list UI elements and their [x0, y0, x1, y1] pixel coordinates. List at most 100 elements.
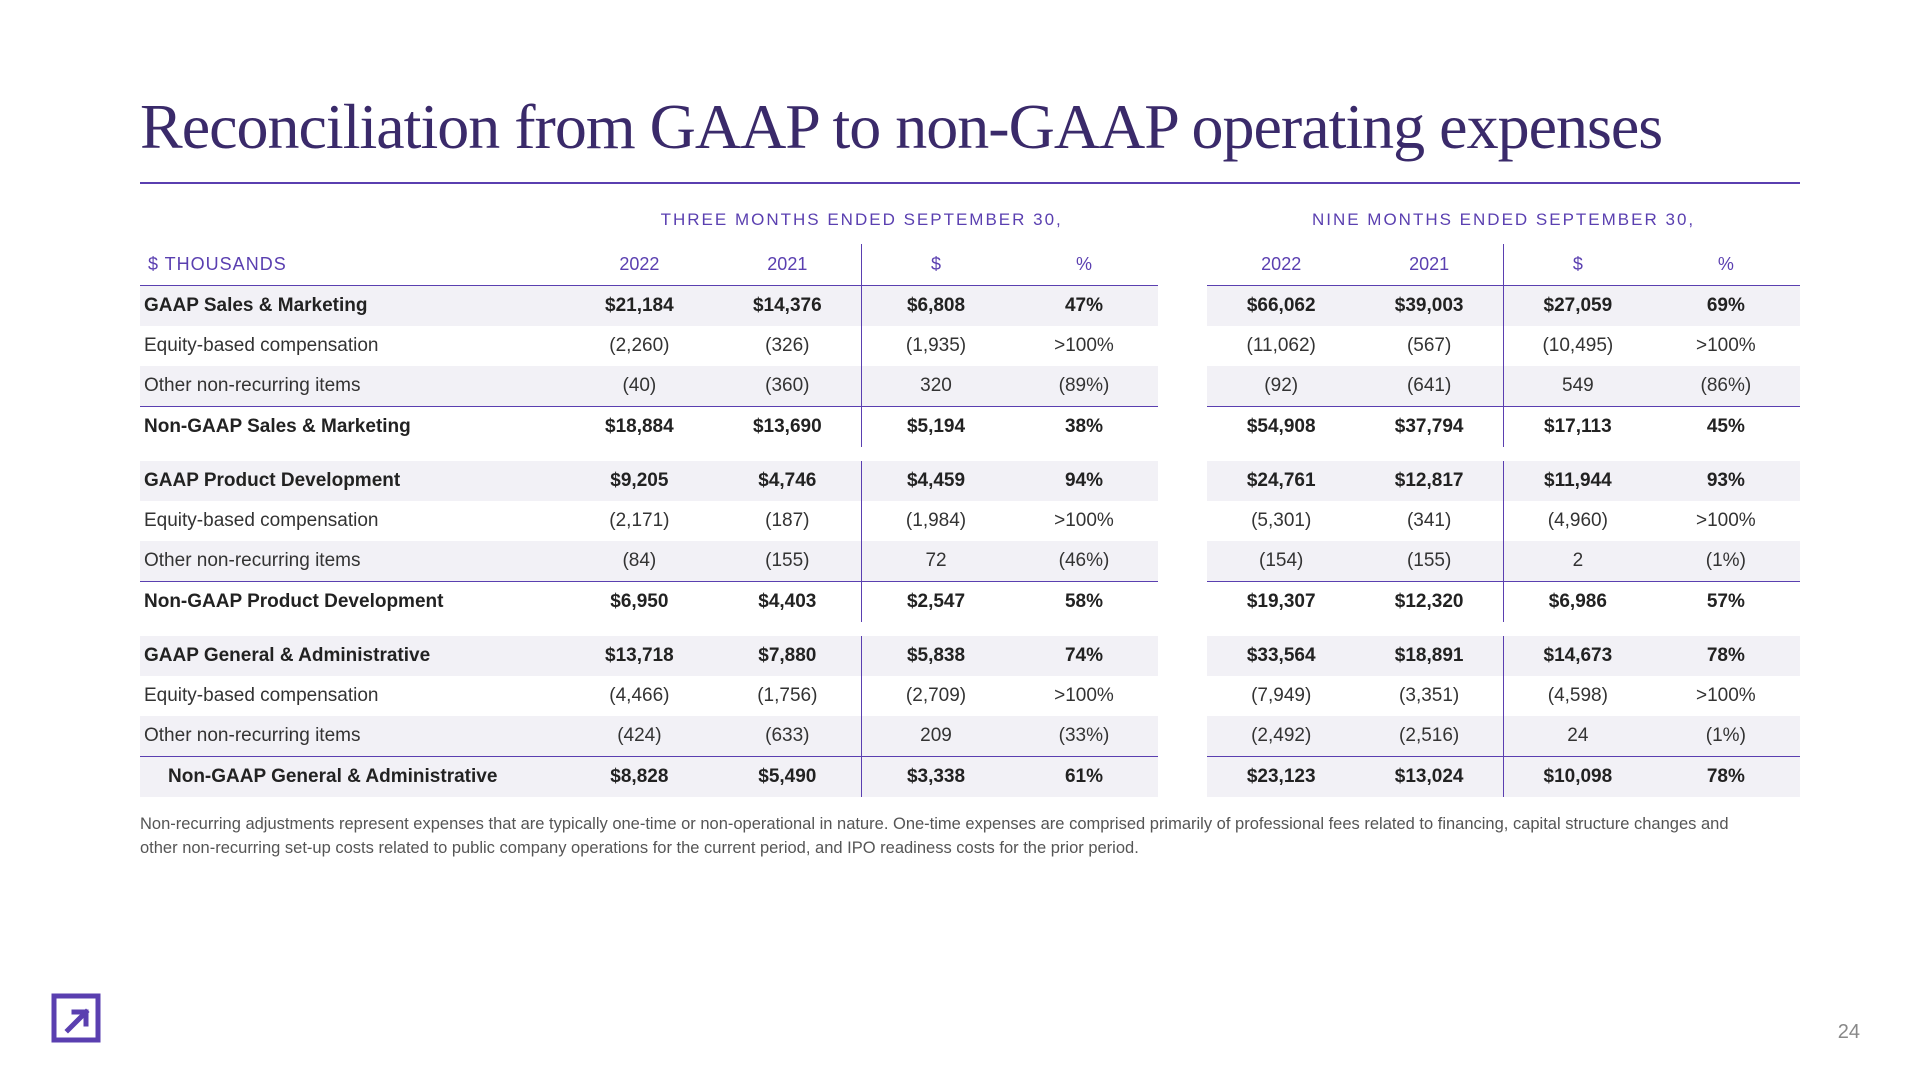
company-logo-icon	[48, 990, 104, 1046]
cell-n-2022: (2,492)	[1207, 716, 1355, 757]
cell-n-2022: (154)	[1207, 541, 1355, 582]
table-row: Non-GAAP Product Development$6,950$4,403…	[140, 582, 1800, 623]
table-row: Non-GAAP Sales & Marketing$18,884$13,690…	[140, 407, 1800, 448]
cell-n-delta: $14,673	[1504, 636, 1652, 676]
cell-t-delta: 320	[862, 366, 1010, 407]
cell-t-2022: (84)	[565, 541, 713, 582]
gap-cell	[1158, 582, 1207, 623]
cell-n-2021: (567)	[1355, 326, 1503, 366]
row-label: Equity-based compensation	[140, 326, 565, 366]
gap-cell	[1158, 501, 1207, 541]
page-number: 24	[1838, 1021, 1860, 1044]
cell-t-delta: $5,194	[862, 407, 1010, 448]
table-row: Equity-based compensation(4,466)(1,756)(…	[140, 676, 1800, 716]
cell-n-delta: $6,986	[1504, 582, 1652, 623]
table-row: Other non-recurring items(84)(155)72(46%…	[140, 541, 1800, 582]
gap-cell	[1158, 461, 1207, 501]
cell-n-2022: (11,062)	[1207, 326, 1355, 366]
cell-n-2021: $13,024	[1355, 757, 1503, 798]
cell-t-2021: $4,746	[713, 461, 861, 501]
cell-t-2022: $18,884	[565, 407, 713, 448]
cell-t-pct: 61%	[1010, 757, 1158, 798]
row-label: Non-GAAP General & Administrative	[140, 757, 565, 798]
col-t-2022: 2022	[565, 244, 713, 286]
cell-n-delta: 2	[1504, 541, 1652, 582]
cell-t-pct: (33%)	[1010, 716, 1158, 757]
col-n-2022: 2022	[1207, 244, 1355, 286]
gap-cell	[1158, 326, 1207, 366]
col-t-2021: 2021	[713, 244, 861, 286]
cell-t-delta: (1,935)	[862, 326, 1010, 366]
cell-t-2022: (2,171)	[565, 501, 713, 541]
cell-n-delta: (4,960)	[1504, 501, 1652, 541]
cell-n-2022: $19,307	[1207, 582, 1355, 623]
cell-t-pct: 94%	[1010, 461, 1158, 501]
cell-n-2021: $12,320	[1355, 582, 1503, 623]
col-t-pct: %	[1010, 244, 1158, 286]
cell-n-2021: $39,003	[1355, 286, 1503, 327]
cell-t-delta: (1,984)	[862, 501, 1010, 541]
cell-n-delta: 549	[1504, 366, 1652, 407]
cell-t-2021: $7,880	[713, 636, 861, 676]
cell-t-delta: $4,459	[862, 461, 1010, 501]
cell-n-2021: $37,794	[1355, 407, 1503, 448]
cell-n-pct: (1%)	[1652, 541, 1800, 582]
table-row: GAAP Sales & Marketing$21,184$14,376$6,8…	[140, 286, 1800, 327]
cell-n-delta: (10,495)	[1504, 326, 1652, 366]
row-label: Equity-based compensation	[140, 501, 565, 541]
cell-t-2022: $21,184	[565, 286, 713, 327]
gap-cell	[1158, 286, 1207, 327]
cell-t-pct: >100%	[1010, 501, 1158, 541]
cell-n-delta: 24	[1504, 716, 1652, 757]
row-label: Non-GAAP Product Development	[140, 582, 565, 623]
cell-t-delta: (2,709)	[862, 676, 1010, 716]
cell-n-delta: $17,113	[1504, 407, 1652, 448]
cell-n-pct: 57%	[1652, 582, 1800, 623]
table-row: Other non-recurring items(40)(360)320(89…	[140, 366, 1800, 407]
gap-cell	[1158, 757, 1207, 798]
cell-n-delta: $10,098	[1504, 757, 1652, 798]
cell-t-delta: $3,338	[862, 757, 1010, 798]
cell-n-pct: 45%	[1652, 407, 1800, 448]
row-label: Other non-recurring items	[140, 541, 565, 582]
footnote: Non-recurring adjustments represent expe…	[140, 813, 1800, 861]
cell-t-2021: (360)	[713, 366, 861, 407]
gap-cell	[1158, 716, 1207, 757]
cell-t-2022: (4,466)	[565, 676, 713, 716]
cell-t-delta: 72	[862, 541, 1010, 582]
cell-t-delta: $5,838	[862, 636, 1010, 676]
table-row: Equity-based compensation(2,171)(187)(1,…	[140, 501, 1800, 541]
cell-t-pct: >100%	[1010, 676, 1158, 716]
cell-t-2021: $13,690	[713, 407, 861, 448]
cell-t-2022: $9,205	[565, 461, 713, 501]
cell-t-2021: $4,403	[713, 582, 861, 623]
cell-t-delta: $6,808	[862, 286, 1010, 327]
gap-cell	[1158, 636, 1207, 676]
cell-t-pct: 47%	[1010, 286, 1158, 327]
row-label: GAAP Product Development	[140, 461, 565, 501]
cell-n-2021: (2,516)	[1355, 716, 1503, 757]
col-n-pct: %	[1652, 244, 1800, 286]
cell-t-2021: (1,756)	[713, 676, 861, 716]
cell-t-pct: (89%)	[1010, 366, 1158, 407]
cell-t-2021: (633)	[713, 716, 861, 757]
cell-n-delta: $27,059	[1504, 286, 1652, 327]
cell-t-pct: 74%	[1010, 636, 1158, 676]
spacer-row	[140, 622, 1800, 636]
cell-t-2022: (40)	[565, 366, 713, 407]
col-n-2021: 2021	[1355, 244, 1503, 286]
cell-t-2021: $14,376	[713, 286, 861, 327]
col-n-delta: $	[1504, 244, 1652, 286]
period-header-three: THREE MONTHS ENDED SEPTEMBER 30,	[565, 202, 1158, 244]
cell-n-pct: 78%	[1652, 757, 1800, 798]
cell-t-2022: (2,260)	[565, 326, 713, 366]
reconciliation-table: THREE MONTHS ENDED SEPTEMBER 30, NINE MO…	[140, 202, 1800, 797]
gap-cell	[1158, 407, 1207, 448]
row-label: Equity-based compensation	[140, 676, 565, 716]
period-header-row: THREE MONTHS ENDED SEPTEMBER 30, NINE MO…	[140, 202, 1800, 244]
spacer-row	[140, 447, 1800, 461]
cell-n-2021: (3,351)	[1355, 676, 1503, 716]
period-header-nine: NINE MONTHS ENDED SEPTEMBER 30,	[1207, 202, 1800, 244]
cell-n-2021: (155)	[1355, 541, 1503, 582]
cell-n-pct: 69%	[1652, 286, 1800, 327]
